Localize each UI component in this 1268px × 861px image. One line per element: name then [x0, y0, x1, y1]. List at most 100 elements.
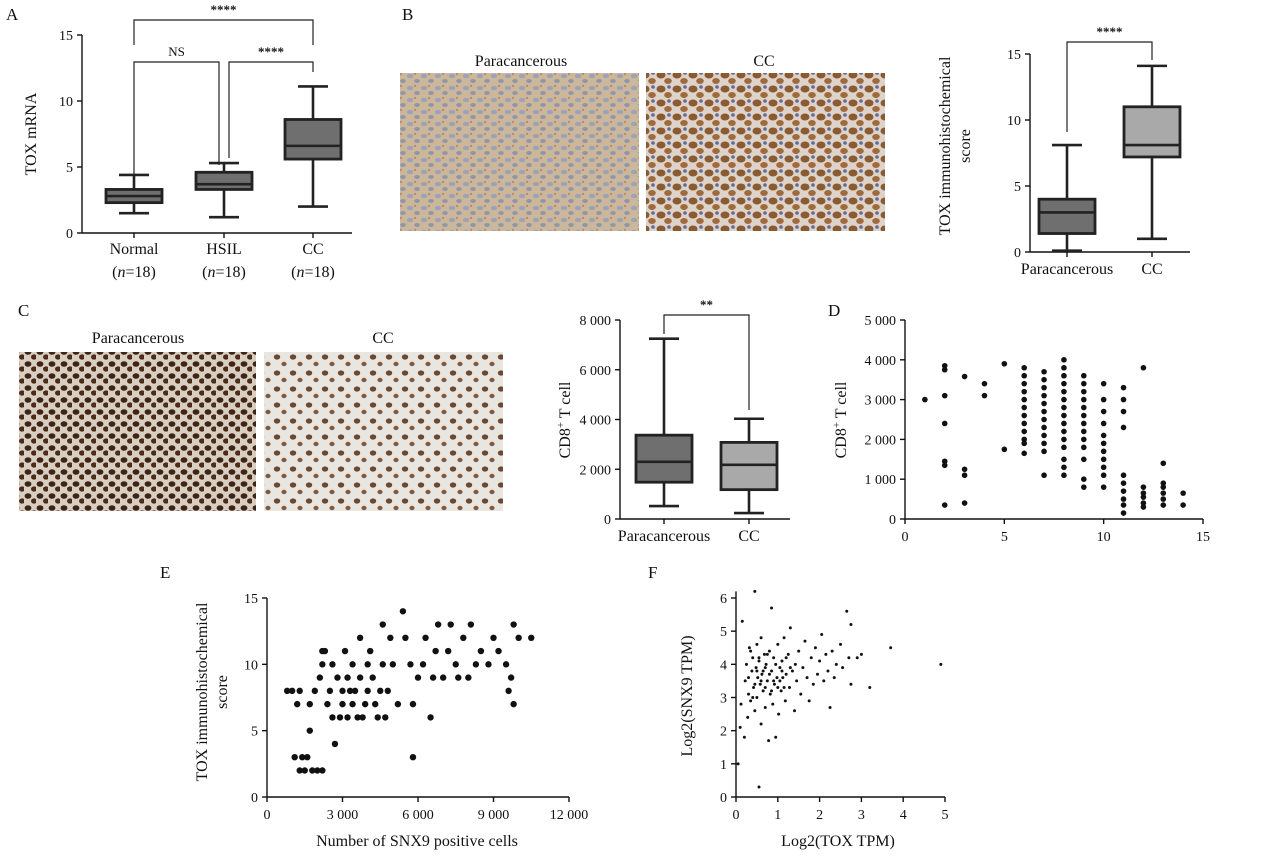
chart-d-point [1120, 472, 1127, 479]
chart-e-point [296, 767, 303, 774]
chart-e-point [490, 634, 497, 641]
chart-f-point [763, 666, 767, 670]
chart-f-point [761, 669, 765, 673]
chart-e-point [409, 700, 417, 708]
chart-a-box [283, 118, 343, 161]
chart-d-point [1081, 420, 1087, 427]
chart-f-point [797, 649, 801, 653]
chart-f-point [793, 662, 797, 666]
chart-a-y-tick-label: 15 [59, 29, 73, 44]
chart-f-y-label: Log2(SNX9 TPM) [679, 635, 696, 756]
chart-d-y-tick-label: 5 000 [865, 314, 897, 329]
chart-e-point [346, 687, 354, 695]
chart-f-point [801, 666, 805, 670]
chart-d-point [941, 366, 948, 373]
panel-letter-c: C [18, 301, 29, 320]
chart-f-point [755, 696, 759, 699]
chart-c-category-label: CC [738, 528, 759, 545]
chart-d-point [1061, 444, 1067, 451]
chart-d-point [1021, 388, 1027, 395]
chart-f-point [752, 686, 756, 690]
chart-e-point [288, 687, 296, 695]
chart-d-x-tick-label: 5 [1001, 530, 1008, 545]
panel-letter-e: E [160, 563, 170, 582]
chart-d-point [1100, 380, 1107, 387]
chart-e-point [319, 661, 326, 668]
chart-e-point [502, 661, 510, 668]
chart-b-comparison-bracket [1066, 41, 1153, 132]
chart-b-category-label: Paracancerous [1021, 261, 1113, 278]
chart-d-point [1021, 396, 1027, 403]
chart-b-y-label-line1: TOX immunohistochemical [937, 56, 954, 235]
chart-d-point [1100, 472, 1107, 479]
chart-e-point [377, 687, 384, 695]
chart-d-point [1140, 494, 1147, 500]
chart-e-point [304, 754, 311, 761]
chart-f-point [770, 669, 774, 673]
chart-d-point [1041, 384, 1047, 391]
chart-e-point [510, 700, 517, 708]
chart-d-point [1120, 502, 1127, 508]
chart-c-y-tick-label: 4 000 [580, 414, 612, 429]
chart-d-x-tick-label: 10 [1097, 530, 1111, 545]
chart-e-point [311, 687, 319, 695]
chart-e-y-label-line2: score [214, 675, 231, 709]
chart-a-y-tick-label: 10 [59, 95, 73, 110]
chart-f-point [822, 679, 826, 683]
micrograph-b-paracancerous [400, 73, 639, 231]
chart-e-point [477, 647, 485, 655]
chart-f-point [760, 672, 764, 676]
chart-d-point [981, 392, 988, 399]
chart-f-point [768, 692, 772, 696]
chart-f-point [845, 609, 849, 613]
chart-f-point [770, 689, 774, 693]
chart-e-point [341, 647, 349, 655]
chart-f-point [754, 666, 758, 670]
chart-d-point [1160, 460, 1167, 467]
chart-b-significance-label: **** [1097, 24, 1123, 39]
chart-d-point [941, 458, 948, 465]
chart-d-x-tick-label: 15 [1196, 530, 1210, 545]
chart-f-point [772, 656, 776, 660]
chart-c-y-label: CD8+ T cell [555, 381, 574, 458]
chart-e-point [334, 674, 341, 681]
chart-f-point [859, 652, 863, 656]
chart-d-point [1061, 372, 1067, 379]
chart-b-y-label-line2: score [957, 129, 974, 163]
chart-d-point [1120, 510, 1127, 516]
chart-d-point [1081, 388, 1087, 395]
chart-e-point [507, 674, 515, 681]
chart-e-point [306, 727, 313, 734]
chart-f-point [828, 705, 832, 709]
chart-f-x-label: Log2(TOX TPM) [781, 833, 895, 850]
chart-d-point [1001, 446, 1008, 453]
chart-f-point [772, 679, 776, 683]
chart-f-point [818, 659, 822, 663]
chart-f-point [772, 682, 776, 686]
chart-d-point [1140, 500, 1147, 506]
chart-e-x-tick-label: 12 000 [550, 808, 589, 823]
chart-f-point [781, 676, 785, 680]
chart-e-y-tick-label: 10 [244, 658, 258, 673]
chart-d-point [1100, 456, 1107, 463]
chart-e-point [414, 674, 422, 681]
chart-b-category-label: CC [1141, 261, 1162, 278]
chart-e-point [379, 661, 386, 668]
chart-f-x-tick-label: 5 [942, 808, 949, 823]
chart-d-point [1100, 396, 1107, 403]
chart-d-point [961, 472, 968, 479]
chart-f-point [771, 702, 775, 706]
chart-f-point [783, 699, 787, 703]
chart-f-point [834, 662, 838, 666]
chart-f-point [889, 646, 893, 650]
chart-f-point [779, 689, 783, 693]
chart-a-significance-label: **** [258, 44, 284, 59]
chart-f-point [813, 646, 817, 650]
chart-f-point [747, 676, 751, 680]
chart-d-point [1140, 490, 1147, 496]
chart-d-point [1061, 404, 1067, 411]
chart-e-point [467, 621, 475, 628]
chart-d-point [961, 373, 968, 380]
chart-f-x-tick-label: 2 [816, 808, 823, 823]
chart-f-point [749, 649, 753, 653]
